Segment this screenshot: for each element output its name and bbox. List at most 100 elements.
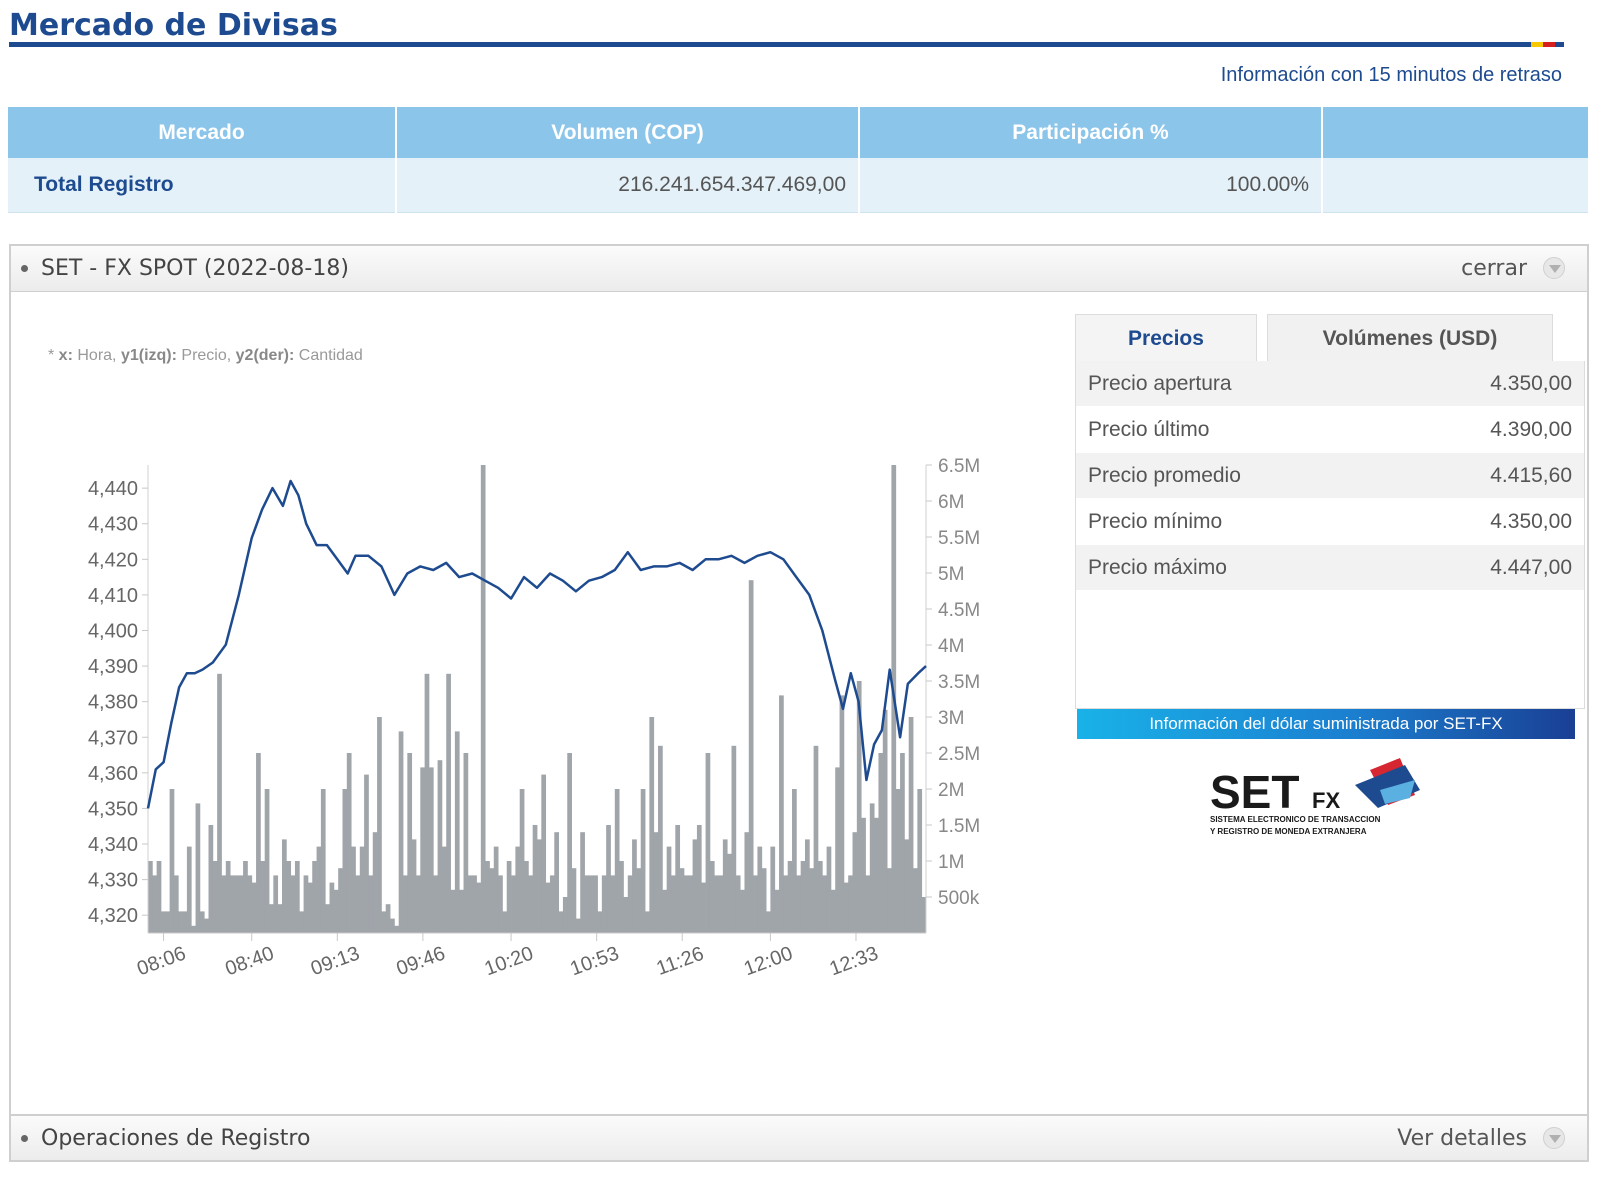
- volume-bar: [735, 875, 741, 933]
- volume-bar: [281, 839, 287, 933]
- volume-bar: [632, 839, 637, 933]
- volume-bar: [614, 789, 620, 933]
- volume-bar: [653, 832, 659, 933]
- chevron-down-icon[interactable]: [1543, 1127, 1565, 1149]
- x-tick-label: 08:06: [134, 942, 189, 980]
- tab-precios[interactable]: Precios: [1075, 314, 1257, 362]
- details-link[interactable]: Ver detalles: [1397, 1126, 1527, 1151]
- share-cell: 100.00%: [859, 158, 1323, 213]
- extra-cell: [1322, 158, 1590, 213]
- volume-bar: [294, 861, 300, 933]
- volume-bar: [826, 846, 832, 933]
- volume-bar: [597, 911, 603, 933]
- spot-panel-title: SET - FX SPOT (2022-08-18): [41, 256, 349, 281]
- registro-panel-header[interactable]: Operaciones de Registro Ver detalles: [9, 1114, 1589, 1162]
- volume-bar: [658, 745, 663, 933]
- close-link[interactable]: cerrar: [1461, 256, 1527, 281]
- note-x-key: x:: [58, 347, 73, 364]
- volume-bar: [571, 868, 577, 933]
- volume-bar: [779, 695, 784, 933]
- volume-bar: [351, 846, 356, 933]
- volume-bar: [606, 825, 611, 933]
- price-volume-chart: 4,320 4,330 4,340 4,350 4,360 4,370 4,380 4,390…: [88, 456, 980, 980]
- x-tick-label: 11:26: [654, 943, 707, 980]
- volume-bar: [463, 753, 469, 933]
- volume-bar: [264, 789, 270, 933]
- volume-bar: [325, 904, 330, 933]
- note-y2-label: Cantidad: [298, 347, 363, 364]
- setfx-banner[interactable]: Información del dólar suministrada por S…: [1077, 709, 1575, 739]
- volume-bar: [428, 767, 434, 933]
- volume-bar: [792, 789, 797, 933]
- registro-title: Operaciones de Registro: [41, 1126, 311, 1151]
- volume-bar: [852, 832, 858, 933]
- volume-bar: [433, 875, 438, 933]
- y1-tick-label: 4,370: [88, 727, 138, 749]
- volume-bar: [446, 673, 451, 933]
- volume-bar: [627, 875, 633, 933]
- volume-bar: [398, 731, 404, 933]
- volume-bar: [878, 753, 884, 933]
- y2-tick-label: 4.5M: [938, 600, 980, 621]
- bullet-icon: [21, 265, 28, 272]
- volume-bar: [861, 817, 866, 933]
- volume-bar: [822, 875, 827, 933]
- y1-tick-label: 4,400: [88, 620, 138, 642]
- volume-bar: [722, 839, 728, 933]
- volume-bar: [359, 846, 365, 933]
- chevron-down-icon[interactable]: [1543, 257, 1565, 279]
- price-row-minimo: Precio mínimo 4.350,00: [1076, 499, 1584, 545]
- volume-bar: [696, 825, 702, 933]
- y2-tick-label: 1.5M: [938, 816, 980, 837]
- x-tick-label: 12:33: [827, 942, 882, 980]
- volume-bar: [221, 875, 227, 933]
- volume-bar: [562, 897, 568, 933]
- y2-tick-label: 5M: [938, 564, 964, 585]
- volume-bar: [342, 789, 348, 933]
- volume-bar: [887, 868, 892, 933]
- volume-bar: [813, 745, 819, 933]
- volume-bar: [835, 767, 840, 933]
- volume-bar: [619, 861, 624, 933]
- price-row-apertura: Precio apertura 4.350,00: [1076, 361, 1584, 407]
- volume-bar: [882, 709, 888, 933]
- volume-bar: [718, 875, 724, 933]
- volume-bar: [532, 825, 538, 933]
- volume-bar: [152, 875, 158, 933]
- volume-bar: [645, 911, 650, 933]
- volume-bar: [558, 911, 564, 933]
- volume-bar: [320, 789, 326, 933]
- volume-bar: [753, 875, 758, 933]
- volume-bar: [640, 789, 646, 933]
- note-y2-key: y2(der):: [235, 347, 295, 364]
- column-header-market: Mercado: [8, 107, 397, 158]
- chart-legend-note: * x: Hora, y1(izq): Precio, y2(der): Can…: [48, 347, 363, 365]
- x-tick-label: 12:00: [741, 942, 796, 980]
- spot-panel-header[interactable]: SET - FX SPOT (2022-08-18) cerrar: [11, 246, 1587, 292]
- volume-bar: [649, 717, 655, 933]
- price-value: 4.390,00: [1490, 417, 1572, 441]
- volume-bar: [489, 868, 495, 933]
- volume-bar: [804, 839, 810, 933]
- volume-bar: [204, 918, 209, 933]
- volume-bar: [511, 875, 516, 933]
- volume-bar: [403, 875, 408, 933]
- y1-tick-label: 4,430: [88, 514, 138, 536]
- y1-tick-label: 4,410: [88, 585, 138, 607]
- volume-bar: [843, 882, 849, 933]
- volume-bar: [377, 717, 382, 933]
- volume-bar: [593, 875, 598, 933]
- volume-bar: [800, 861, 806, 933]
- volume-bar: [817, 861, 823, 933]
- price-label: Precio último: [1088, 417, 1210, 441]
- x-tick-label: 09:46: [394, 942, 449, 980]
- tab-volumenes[interactable]: Volúmenes (USD): [1267, 314, 1553, 362]
- volume-bar: [856, 681, 862, 933]
- volume-bar: [900, 753, 905, 933]
- volume-bar: [714, 875, 719, 933]
- volume-bar: [498, 875, 503, 933]
- volume-bar: [666, 846, 672, 933]
- volume-bar: [385, 904, 391, 933]
- volume-bar: [770, 846, 776, 933]
- volume-bar: [783, 875, 789, 933]
